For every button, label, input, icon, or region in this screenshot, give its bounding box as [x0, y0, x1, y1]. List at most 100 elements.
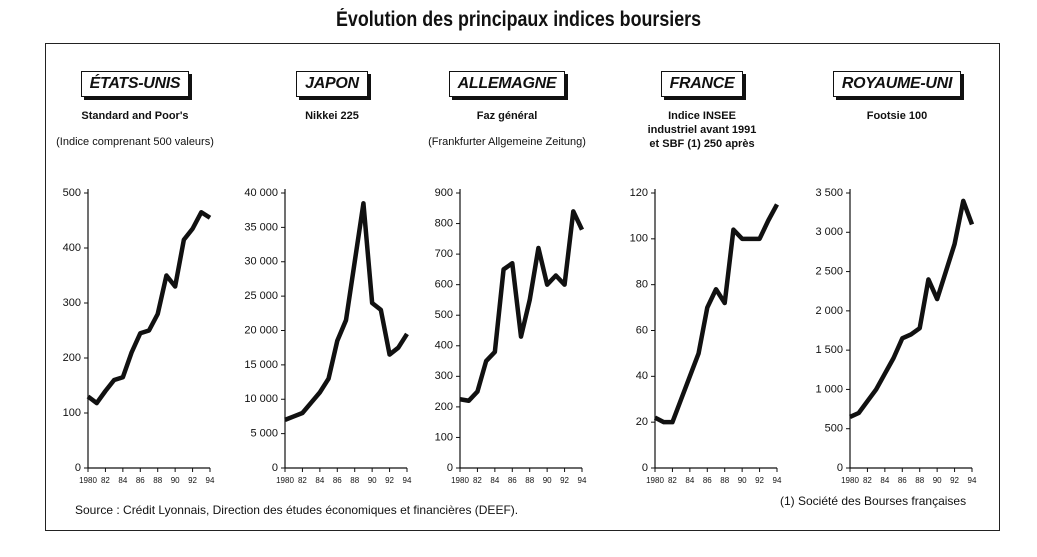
- chart-note: (Indice comprenant 500 valeurs): [56, 136, 214, 148]
- x-tick-label: 94: [773, 476, 782, 485]
- chart-title-box: ÉTATS-UNIS: [40, 58, 230, 110]
- y-tick-label: 120: [630, 187, 648, 199]
- x-tick-label: 1980: [841, 476, 859, 485]
- y-tick-label: 300: [435, 370, 453, 382]
- x-tick-label: 84: [685, 476, 694, 485]
- y-tick-label: 2 000: [815, 305, 843, 317]
- x-tick-label: 90: [368, 476, 377, 485]
- x-tick-label: 86: [136, 476, 145, 485]
- x-tick-label: 94: [968, 476, 977, 485]
- y-tick-label: 60: [636, 324, 648, 336]
- y-tick-label: 1 500: [815, 344, 843, 356]
- chart-title-box: JAPON: [237, 58, 427, 110]
- chart-subtitle: Footsie 100: [866, 110, 928, 122]
- y-tick-label: 500: [435, 309, 453, 321]
- data-line: [653, 203, 779, 425]
- x-tick-label: 90: [738, 476, 747, 485]
- chart-panel: FRANCE Indice INSEE industriel avant 1991 e…: [607, 58, 797, 485]
- y-tick-label: 700: [435, 248, 453, 260]
- x-tick-label: 88: [525, 476, 534, 485]
- x-tick-label: 90: [171, 476, 180, 485]
- y-tick-label: 35 000: [244, 221, 278, 233]
- chart-subtitle: Standard and Poor's: [81, 110, 189, 122]
- y-tick-label: 300: [63, 297, 81, 309]
- x-tick-label: 92: [560, 476, 569, 485]
- x-tick-label: 1980: [276, 476, 294, 485]
- x-tick-label: 82: [668, 476, 677, 485]
- x-tick-label: 1980: [451, 476, 469, 485]
- x-tick-label: 90: [933, 476, 942, 485]
- y-tick-label: 100: [435, 431, 453, 443]
- source: Source : Crédit Lyonnais, Direction des …: [75, 503, 519, 517]
- x-tick-label: 86: [898, 476, 907, 485]
- x-tick-label: 82: [863, 476, 872, 485]
- y-tick-label: 40: [636, 370, 648, 382]
- chart: 0 100 200 300 400 500 600 700 800 900 1980 82 84 86 88…: [435, 187, 587, 485]
- chart-title-box: ROYAUME-UNI: [802, 58, 992, 110]
- y-tick-label: 0: [837, 462, 843, 474]
- chart-title-box: FRANCE: [607, 58, 797, 110]
- chart: 0 500 1 000 1 500 2 000 2 500 3 000 3 500 1980 82…: [815, 187, 977, 485]
- y-tick-label: 200: [63, 352, 81, 364]
- x-tick-label: 1980: [79, 476, 97, 485]
- x-tick-label: 1980: [646, 476, 664, 485]
- y-tick-label: 30 000: [244, 256, 278, 268]
- y-tick-label: 900: [435, 187, 453, 199]
- x-tick-label: 84: [880, 476, 889, 485]
- x-tick-label: 92: [188, 476, 197, 485]
- y-tick-label: 800: [435, 217, 453, 229]
- footnote: (1) Société des Bourses françaises: [780, 494, 967, 508]
- x-tick-label: 94: [578, 476, 587, 485]
- x-tick-label: 82: [473, 476, 482, 485]
- chart-subtitle: Nikkei 225: [305, 110, 359, 122]
- x-tick-label: 92: [755, 476, 764, 485]
- y-tick-label: 100: [63, 407, 81, 419]
- x-tick-label: 92: [950, 476, 959, 485]
- y-tick-label: 400: [63, 242, 81, 254]
- chart-title: ALLEMAGNE: [448, 71, 566, 97]
- y-tick-label: 40 000: [244, 187, 278, 199]
- chart-title-box: ALLEMAGNE: [412, 58, 602, 110]
- y-tick-label: 2 500: [815, 265, 843, 277]
- chart-panel: ALLEMAGNE Faz général (Frankfurter Allgeme…: [412, 58, 602, 485]
- chart-title: JAPON: [296, 71, 368, 97]
- x-tick-label: 94: [403, 476, 412, 485]
- x-tick-label: 92: [385, 476, 394, 485]
- y-tick-label: 1 000: [815, 383, 843, 395]
- y-tick-label: 5 000: [250, 428, 278, 440]
- x-tick-label: 88: [153, 476, 162, 485]
- y-tick-label: 0: [75, 462, 81, 474]
- y-tick-label: 500: [825, 423, 843, 435]
- y-tick-label: 0: [447, 462, 453, 474]
- page-title: Évolution des principaux indices boursie…: [335, 8, 702, 31]
- y-tick-label: 3 500: [815, 187, 843, 199]
- x-tick-label: 86: [333, 476, 342, 485]
- y-tick-label: 80: [636, 279, 648, 291]
- chart: 0 5 000 10 000 15 000 20 000 25 000 30 000 35 0…: [244, 187, 412, 485]
- y-tick-label: 15 000: [244, 359, 278, 371]
- y-tick-label: 600: [435, 279, 453, 291]
- chart-subtitle: et SBF (1) 250 après: [649, 138, 755, 150]
- y-tick-label: 20: [636, 416, 648, 428]
- y-tick-label: 0: [642, 462, 648, 474]
- y-tick-label: 25 000: [244, 290, 278, 302]
- x-tick-label: 82: [298, 476, 307, 485]
- y-tick-label: 10 000: [244, 393, 278, 405]
- x-tick-label: 90: [543, 476, 552, 485]
- x-tick-label: 86: [703, 476, 712, 485]
- chart: 0 20 40 60 80 100 120 1980 82 84 86 88 90 92 94: [630, 187, 782, 485]
- y-tick-label: 500: [63, 187, 81, 199]
- data-line: [86, 210, 212, 406]
- y-tick-label: 200: [435, 401, 453, 413]
- y-tick-label: 100: [630, 233, 648, 245]
- x-tick-label: 88: [720, 476, 729, 485]
- y-tick-label: 400: [435, 340, 453, 352]
- x-tick-label: 84: [315, 476, 324, 485]
- chart-subtitle: Indice INSEE: [668, 110, 736, 122]
- data-line: [849, 198, 975, 419]
- data-line: [284, 201, 409, 422]
- x-tick-label: 94: [206, 476, 215, 485]
- chart-subtitle: Faz général: [476, 110, 538, 122]
- y-tick-label: 0: [272, 462, 278, 474]
